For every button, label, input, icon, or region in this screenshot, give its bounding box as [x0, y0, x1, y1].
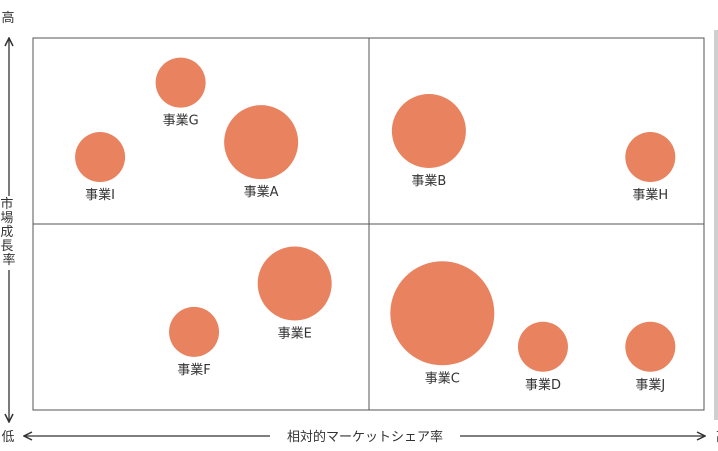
bubble-8	[75, 132, 126, 183]
bubble-3	[517, 321, 568, 372]
bubble-5	[169, 306, 220, 357]
points-layer: 事業A 事業B 事業C 事業D 事業E 事業F 事業G 事業H 事業I 事業J	[75, 57, 676, 393]
bubble-4	[257, 246, 332, 321]
bubble-1	[391, 94, 466, 168]
bubble-7	[625, 132, 676, 183]
bubble-label-7: 事業H	[632, 187, 668, 203]
bubble-label-3: 事業D	[525, 377, 561, 393]
x-axis-label: 相対的マーケットシェア率	[287, 429, 443, 445]
bubble-label-6: 事業G	[163, 113, 199, 129]
bubble-0	[224, 105, 299, 180]
bubble-label-4: 事業E	[278, 326, 312, 342]
bubble-label-8: 事業I	[85, 187, 115, 203]
bubble-label-0: 事業A	[244, 184, 279, 200]
y-axis-label: 市 場 成 長 率	[0, 196, 17, 268]
bubble-9	[625, 321, 676, 372]
x-axis-high-label: 高	[716, 429, 718, 445]
bubble-label-9: 事業J	[635, 377, 665, 393]
bubble-2	[390, 261, 495, 366]
bubble-label-5: 事業F	[177, 362, 210, 378]
bubble-label-1: 事業B	[411, 173, 446, 189]
y-axis-high-label: 高	[1, 10, 14, 26]
bubble-label-2: 事業C	[425, 370, 460, 386]
x-axis-low-label: 低	[1, 430, 14, 445]
scrollbar-edge	[714, 30, 718, 420]
bubble-6	[155, 57, 206, 108]
